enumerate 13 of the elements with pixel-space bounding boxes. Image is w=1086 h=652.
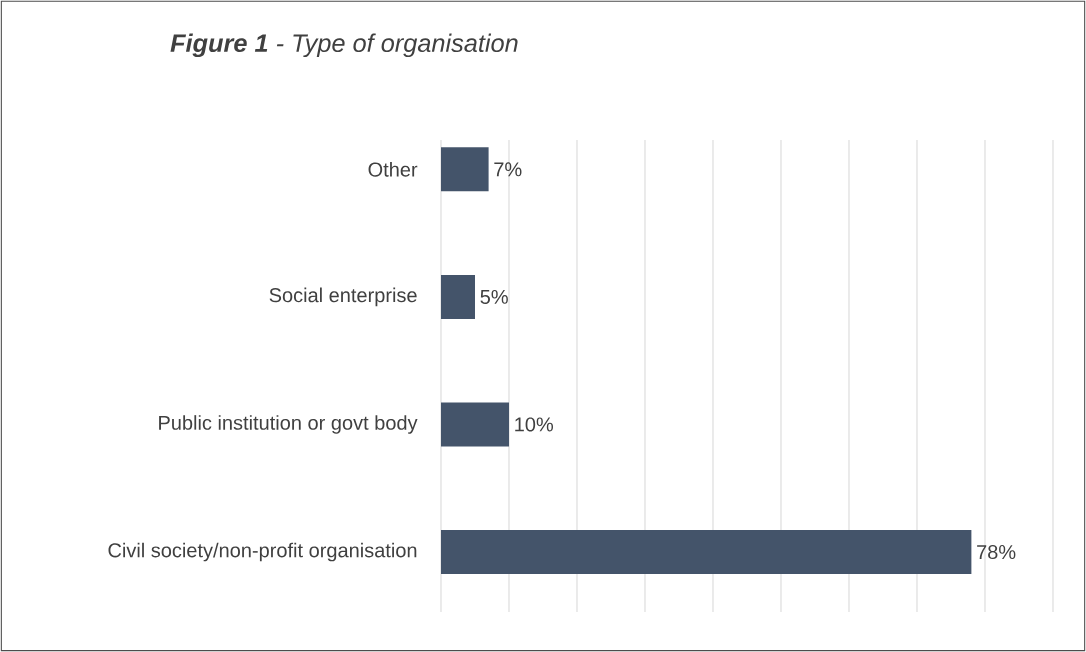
y-tick-label: Public institution or govt body: [159, 415, 418, 434]
y-tick-label: Social enterprise: [269, 287, 417, 307]
bar: [441, 147, 489, 192]
bar: [441, 530, 972, 575]
data-label: 7%: [494, 162, 522, 177]
data-label: 5%: [480, 289, 508, 304]
bar: [441, 274, 475, 319]
y-tick-label: Other: [368, 161, 418, 177]
bar: [441, 402, 509, 447]
data-label: 10%: [515, 417, 554, 432]
chart-title: Figure 1 - Type of organisation: [170, 33, 518, 58]
y-tick-label: Civil society/non-profit organisation: [108, 542, 417, 562]
data-label: 78%: [977, 544, 1016, 560]
